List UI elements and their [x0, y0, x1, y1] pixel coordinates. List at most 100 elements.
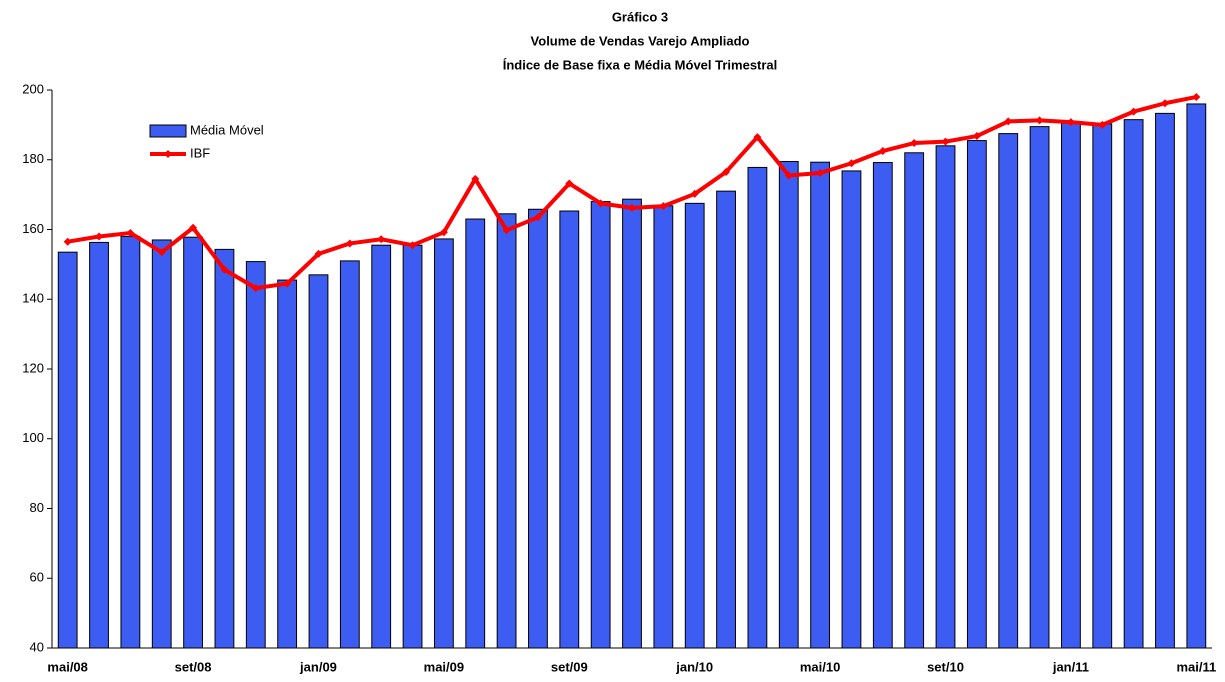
y-tick-label: 80: [30, 500, 44, 515]
marker: [628, 203, 636, 212]
marker: [377, 235, 386, 244]
bar: [465, 218, 486, 649]
legend-label: IBF: [190, 145, 210, 160]
bar: [496, 213, 517, 649]
marker: [910, 139, 919, 148]
marker: [126, 228, 135, 237]
bar: [1029, 126, 1050, 649]
marker: [345, 239, 354, 248]
y-tick-label: 60: [30, 570, 44, 585]
marker: [659, 202, 668, 211]
chart-subtitle: Índice de Base fixa e Média Móvel Trimes…: [503, 57, 778, 72]
legend-swatch: [164, 150, 172, 158]
bar: [966, 140, 987, 649]
bar: [935, 145, 956, 649]
marker: [816, 169, 825, 178]
y-tick-label: 100: [22, 430, 44, 445]
marker: [533, 213, 542, 222]
bar: [339, 260, 360, 649]
x-tick-label: jan/09: [299, 659, 337, 674]
bar: [433, 238, 454, 649]
marker: [408, 241, 417, 250]
chart-subtitle: Volume de Vendas Varejo Ampliado: [531, 33, 750, 48]
y-tick-label: 120: [22, 360, 44, 375]
bar: [277, 279, 298, 649]
bar: [183, 236, 203, 649]
marker: [722, 167, 731, 176]
marker: [157, 248, 166, 257]
marker: [1035, 116, 1044, 125]
marker: [1098, 120, 1107, 129]
y-tick-label: 160: [22, 221, 44, 236]
bar: [778, 160, 799, 649]
x-tick-label: mai/11: [1176, 659, 1216, 674]
marker: [502, 226, 511, 235]
bar: [1155, 112, 1175, 649]
marker: [1129, 107, 1138, 116]
bar: [1061, 122, 1081, 649]
marker: [1066, 118, 1075, 127]
marker: [471, 174, 480, 183]
bar: [841, 170, 862, 649]
marker: [847, 159, 856, 168]
bar: [622, 198, 642, 649]
x-tick-label: set/09: [551, 659, 588, 674]
marker: [690, 189, 699, 198]
bar: [904, 152, 925, 649]
marker: [1004, 117, 1013, 126]
bar: [57, 251, 78, 649]
y-tick-label: 140: [22, 291, 44, 306]
bar: [684, 202, 705, 649]
marker: [972, 132, 981, 141]
chart-title: Gráfico 3: [612, 9, 668, 24]
bar: [747, 166, 768, 649]
bar: [245, 261, 266, 649]
bar: [371, 244, 392, 649]
bar: [89, 241, 109, 649]
bar: [214, 248, 235, 649]
bar: [151, 239, 172, 649]
bar: [559, 210, 580, 649]
x-tick-label: set/10: [927, 659, 964, 674]
bar: [528, 208, 548, 649]
marker: [1160, 99, 1169, 108]
marker: [63, 237, 72, 246]
bar: [308, 274, 329, 649]
y-tick-label: 180: [22, 151, 44, 166]
marker: [878, 147, 887, 156]
x-tick-label: mai/10: [800, 659, 840, 674]
bar: [1186, 103, 1207, 649]
marker: [753, 133, 762, 142]
bar: [120, 235, 141, 649]
marker: [565, 179, 574, 188]
bar: [590, 201, 611, 649]
bar: [872, 162, 893, 649]
marker: [941, 137, 950, 146]
marker: [1192, 92, 1201, 101]
x-tick-label: mai/08: [47, 659, 87, 674]
marker: [784, 171, 793, 180]
bar: [653, 205, 674, 649]
marker: [439, 228, 448, 237]
legend-label: Média Móvel: [190, 122, 264, 137]
bar: [1123, 119, 1144, 649]
bar: [998, 133, 1019, 649]
marker: [314, 249, 323, 258]
bar: [716, 190, 736, 649]
y-tick-label: 200: [22, 81, 44, 96]
marker: [220, 265, 229, 274]
bar: [1092, 123, 1113, 649]
x-tick-label: jan/11: [1052, 659, 1089, 674]
x-tick-label: mai/09: [424, 659, 464, 674]
marker: [189, 223, 198, 232]
marker: [596, 199, 605, 208]
y-tick-label: 40: [30, 639, 44, 654]
bar: [810, 161, 831, 649]
marker: [283, 279, 292, 288]
legend-swatch: [149, 124, 187, 138]
marker: [251, 284, 260, 293]
bar: [402, 244, 423, 649]
x-tick-label: jan/10: [675, 659, 713, 674]
